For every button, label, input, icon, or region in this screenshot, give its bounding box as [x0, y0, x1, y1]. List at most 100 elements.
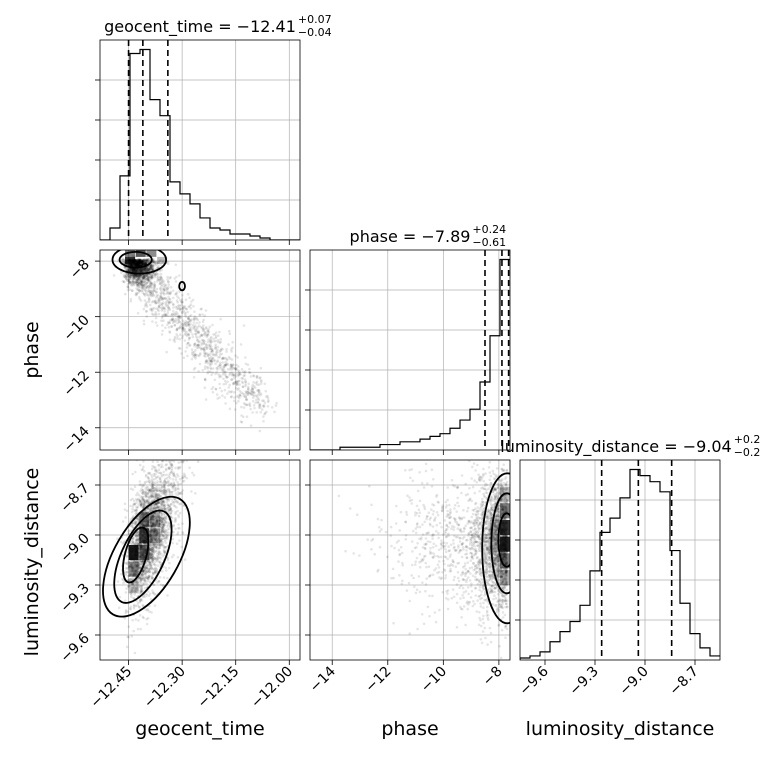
sample-point	[145, 473, 148, 477]
sample-point	[196, 354, 199, 357]
sample-point	[140, 263, 144, 267]
sample-point	[139, 281, 142, 284]
sample-point	[165, 313, 168, 317]
sample-point	[141, 286, 144, 289]
sample-point	[237, 380, 240, 383]
sample-point	[145, 524, 149, 528]
sample-point	[161, 520, 164, 524]
sample-point	[133, 276, 137, 279]
sample-point	[136, 262, 140, 265]
sample-point	[202, 329, 206, 332]
sample-point	[251, 385, 254, 389]
sample-point	[172, 314, 175, 317]
sample-point	[149, 532, 152, 535]
sample-point	[125, 570, 129, 574]
sample-point	[142, 263, 145, 266]
sample-point	[159, 293, 163, 296]
sample-point	[143, 275, 146, 278]
sample-point	[134, 263, 138, 266]
sample-point	[136, 560, 140, 564]
sample-point	[161, 520, 164, 524]
sample-point	[151, 545, 154, 549]
sample-point	[166, 314, 170, 318]
sample-point	[165, 491, 168, 494]
sample-point	[146, 517, 149, 520]
sample-point	[188, 314, 191, 318]
sample-point	[173, 484, 176, 487]
sample-point	[166, 506, 169, 510]
sample-point	[153, 530, 157, 533]
sample-point	[150, 543, 154, 546]
sample-point	[149, 535, 153, 539]
sample-point	[151, 292, 154, 295]
sample-point	[133, 270, 137, 274]
sample-point	[151, 522, 155, 525]
sample-point	[153, 556, 156, 560]
sample-point	[136, 261, 140, 265]
sample-point	[204, 352, 207, 356]
sample-point	[208, 347, 212, 350]
sample-point	[143, 294, 147, 297]
sample-point	[142, 284, 146, 287]
sample-point	[130, 273, 133, 277]
sample-point	[161, 314, 164, 317]
sample-point	[161, 499, 164, 503]
sample-point	[164, 566, 168, 570]
sample-point	[134, 263, 137, 267]
sample-point	[135, 568, 138, 572]
sample-point	[153, 538, 157, 541]
sample-point	[149, 516, 153, 520]
sample-point	[180, 491, 183, 494]
sample-point	[205, 347, 208, 350]
sample-point	[135, 264, 139, 267]
sample-point	[154, 502, 158, 506]
sample-point	[159, 472, 163, 475]
sample-point	[221, 348, 224, 351]
sample-point	[231, 346, 234, 350]
sample-point	[164, 300, 168, 304]
sample-point	[151, 481, 154, 484]
sample-point	[196, 325, 199, 329]
sample-point	[160, 513, 163, 517]
sample-point	[149, 447, 152, 450]
sample-point	[137, 262, 140, 265]
sample-point	[133, 270, 137, 273]
sample-point	[140, 562, 143, 566]
sample-point	[181, 480, 185, 483]
sample-point	[142, 519, 146, 523]
sample-point	[140, 261, 143, 264]
sample-point	[203, 331, 207, 334]
sample-point	[179, 298, 182, 302]
sample-point	[194, 335, 198, 338]
sample-point	[130, 281, 133, 284]
sample-point	[148, 293, 152, 297]
sample-point	[150, 526, 154, 530]
sample-point	[151, 514, 155, 518]
sample-point	[143, 267, 147, 270]
sample-point	[129, 263, 133, 267]
sample-point	[149, 552, 152, 556]
sample-point	[178, 305, 182, 308]
sample-point	[169, 314, 173, 318]
sample-point	[136, 517, 139, 521]
sample-point	[147, 569, 151, 573]
sample-point	[148, 452, 151, 455]
sample-point	[148, 533, 152, 536]
sample-point	[151, 515, 154, 518]
sample-point	[155, 543, 159, 547]
sample-point	[188, 319, 191, 323]
sample-point	[177, 320, 181, 324]
sample-point	[140, 263, 144, 267]
sample-point	[136, 276, 140, 280]
sample-point	[131, 542, 135, 545]
sample-point	[147, 266, 150, 270]
sample-point	[142, 276, 145, 280]
sample-point	[152, 518, 155, 522]
sample-point	[163, 550, 166, 554]
sample-point	[191, 298, 195, 302]
sample-point	[173, 313, 176, 317]
sample-point	[169, 477, 172, 480]
sample-point	[273, 410, 276, 414]
sample-point	[159, 465, 163, 469]
sample-point	[167, 508, 171, 512]
